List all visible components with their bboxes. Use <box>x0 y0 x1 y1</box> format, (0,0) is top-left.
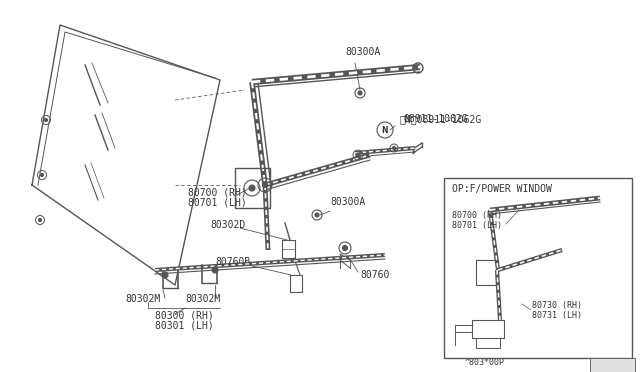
Circle shape <box>392 147 396 150</box>
Text: N: N <box>381 125 388 135</box>
Circle shape <box>249 185 255 191</box>
Circle shape <box>356 153 360 157</box>
Bar <box>476 260 498 285</box>
Text: 80731 (LH): 80731 (LH) <box>532 311 582 320</box>
Bar <box>590 358 635 372</box>
Text: ^803*00P: ^803*00P <box>465 358 505 367</box>
Circle shape <box>40 173 44 176</box>
Circle shape <box>162 272 168 278</box>
Circle shape <box>342 246 348 250</box>
Bar <box>444 178 632 358</box>
Text: 80302M: 80302M <box>185 294 220 304</box>
Text: 80760B: 80760B <box>215 257 250 267</box>
Text: 80701 (LH): 80701 (LH) <box>188 197 247 207</box>
Bar <box>472 320 504 338</box>
Text: 80300A: 80300A <box>330 197 365 207</box>
Circle shape <box>262 183 268 187</box>
Circle shape <box>212 267 218 273</box>
Text: 80302M: 80302M <box>125 294 160 304</box>
Text: OP:F/POWER WINDOW: OP:F/POWER WINDOW <box>452 184 552 194</box>
Text: 80700 (RH): 80700 (RH) <box>188 187 247 197</box>
Bar <box>476 338 500 348</box>
Text: 08911-1062G: 08911-1062G <box>403 114 468 124</box>
Text: 80760: 80760 <box>360 270 389 280</box>
Text: 80302D: 80302D <box>210 220 245 230</box>
Text: 80300A: 80300A <box>345 47 380 57</box>
Circle shape <box>315 213 319 217</box>
Text: 80730 (RH): 80730 (RH) <box>532 301 582 310</box>
Circle shape <box>38 218 42 221</box>
Text: ①N①08911-1062G: ①N①08911-1062G <box>400 114 483 124</box>
Text: 80701 (LH): 80701 (LH) <box>452 221 502 230</box>
Bar <box>235 168 270 208</box>
Text: 80301 (LH): 80301 (LH) <box>155 320 214 330</box>
Circle shape <box>45 119 47 122</box>
Text: 80700 (RH): 80700 (RH) <box>452 211 502 220</box>
Circle shape <box>358 91 362 95</box>
Circle shape <box>502 308 506 311</box>
Text: 80300 (RH): 80300 (RH) <box>155 310 214 320</box>
